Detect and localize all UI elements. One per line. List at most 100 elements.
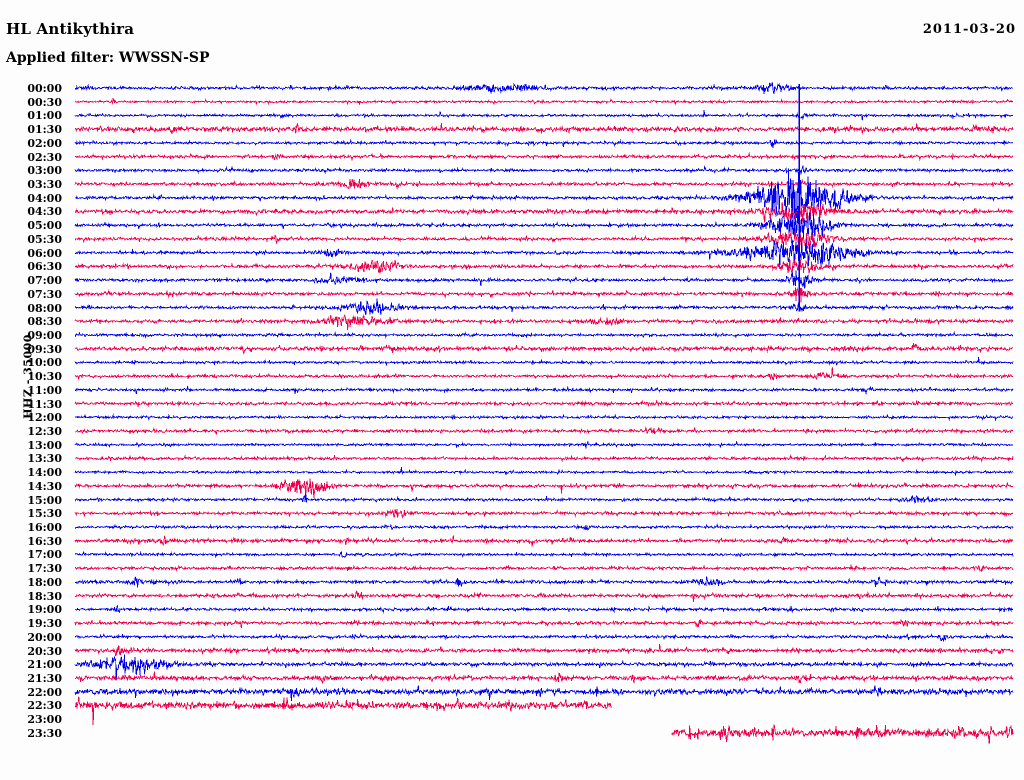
seismic-trace xyxy=(74,164,1014,175)
time-axis-label: 08:30 xyxy=(27,315,62,329)
time-axis-label: 16:00 xyxy=(27,521,62,535)
time-axis-label: 03:00 xyxy=(27,164,62,178)
seismic-trace xyxy=(74,535,1014,547)
time-axis-label: 07:00 xyxy=(27,274,62,288)
time-axis-label: 17:00 xyxy=(27,548,62,562)
time-axis-label: 09:30 xyxy=(27,342,62,356)
seismogram-plot: 00:00 00:30 01:00 01:30 02:00 02:30 03:00 03:30… xyxy=(0,78,1024,778)
seismic-trace xyxy=(74,82,1014,95)
seismic-trace xyxy=(74,564,1014,572)
time-axis-label: 23:00 xyxy=(27,713,62,727)
time-axis-label: 11:30 xyxy=(27,397,62,411)
seismic-trace xyxy=(74,685,1014,701)
applied-filter-label: Applied filter: WWSSN-SP xyxy=(6,50,210,66)
time-axis-label: 14:30 xyxy=(27,479,62,493)
time-axis-label: 18:30 xyxy=(27,589,62,603)
time-axis-label: 14:00 xyxy=(27,466,62,480)
seismic-trace xyxy=(74,576,1014,588)
trace-canvas xyxy=(74,82,1014,744)
time-axis-label: 16:30 xyxy=(27,534,62,548)
seismic-trace xyxy=(74,110,1013,121)
time-axis-label: 02:30 xyxy=(27,150,62,164)
seismic-trace xyxy=(74,454,1014,463)
seismic-trace xyxy=(74,97,1014,106)
seismic-trace xyxy=(74,356,1014,367)
time-axis-label: 01:30 xyxy=(27,123,62,137)
time-axis-label: 10:30 xyxy=(27,370,62,384)
seismic-trace xyxy=(74,671,1014,684)
seismic-trace xyxy=(74,298,1014,315)
seismic-trace xyxy=(74,151,1014,162)
seismic-trace xyxy=(74,478,1014,498)
seismic-trace xyxy=(74,367,1014,381)
time-axis-label: 11:00 xyxy=(27,383,62,397)
time-axis-label: 22:00 xyxy=(27,685,62,699)
seismic-trace xyxy=(74,178,1014,190)
seismic-trace xyxy=(671,724,1014,744)
seismic-trace xyxy=(74,330,1014,340)
seismic-trace xyxy=(74,604,1014,614)
time-axis-label: 19:30 xyxy=(27,617,62,631)
time-axis-label: 05:00 xyxy=(27,219,62,233)
seismic-trace xyxy=(74,654,1014,681)
seismic-trace xyxy=(74,168,1014,223)
time-axis-label: 13:30 xyxy=(27,452,62,466)
record-date: 2011-03-20 xyxy=(922,22,1016,37)
seismic-trace xyxy=(74,440,1014,449)
seismic-trace xyxy=(74,228,1014,249)
seismic-trace xyxy=(74,270,1014,289)
time-axis-label: 21:00 xyxy=(27,658,62,672)
time-axis-label: 15:00 xyxy=(27,493,62,507)
seismic-trace xyxy=(74,426,1014,435)
seismic-trace xyxy=(74,413,1014,422)
seismic-trace xyxy=(74,259,1014,274)
time-axis-label: 12:00 xyxy=(27,411,62,425)
seismic-trace xyxy=(74,399,1014,408)
time-axis-label: 07:30 xyxy=(27,287,62,301)
seismic-trace xyxy=(74,523,1014,532)
seismic-trace xyxy=(74,385,1014,396)
time-axis-label: 00:30 xyxy=(27,95,62,109)
time-axis-label: 00:00 xyxy=(27,82,62,95)
time-axis-label: 06:30 xyxy=(27,260,62,274)
page-title: HL Antikythira xyxy=(6,20,135,38)
time-axis-label: 12:30 xyxy=(27,425,62,438)
time-axis-label: 22:30 xyxy=(27,699,62,713)
seismic-trace xyxy=(74,493,1014,504)
seismic-trace xyxy=(74,550,1014,559)
seismic-trace xyxy=(74,122,1014,135)
seismic-trace xyxy=(74,590,1014,602)
seismic-trace xyxy=(74,238,1014,267)
seismic-trace xyxy=(74,343,1014,356)
time-axis-label: 02:00 xyxy=(27,136,62,150)
seismic-trace xyxy=(74,314,1014,330)
seismic-trace xyxy=(74,508,1014,519)
time-axis-label: 05:30 xyxy=(27,232,62,246)
time-axis-label: 20:00 xyxy=(27,630,62,644)
time-axis-label: 01:00 xyxy=(27,109,62,123)
time-axis-label: 21:30 xyxy=(27,671,62,685)
time-axis-label: 13:00 xyxy=(27,438,62,452)
time-axis-label: 23:30 xyxy=(27,726,62,740)
time-axis-label: 15:30 xyxy=(27,507,62,521)
seismic-trace xyxy=(74,287,1014,303)
seismic-trace xyxy=(74,644,1014,657)
time-axis-label: 04:30 xyxy=(27,205,62,219)
time-axis-label: 06:00 xyxy=(27,246,62,260)
time-axis-label: 18:00 xyxy=(27,575,62,589)
time-axis-label: 10:00 xyxy=(27,356,62,370)
time-axis-label: 19:00 xyxy=(27,603,62,617)
time-axis-label: 08:00 xyxy=(27,301,62,315)
time-axis-labels: 00:00 00:30 01:00 01:30 02:00 02:30 03:00 03:30… xyxy=(0,78,62,778)
seismic-trace xyxy=(74,618,1014,629)
time-axis-label: 20:30 xyxy=(27,644,62,658)
seismic-trace xyxy=(74,138,1014,149)
seismic-trace xyxy=(74,205,1014,242)
time-axis-label: 04:00 xyxy=(27,191,62,205)
seismic-trace xyxy=(74,696,613,725)
time-axis-label: 03:30 xyxy=(27,178,62,192)
seismic-trace xyxy=(74,467,1014,477)
time-axis-label: 17:30 xyxy=(27,562,62,576)
time-axis-label: 09:00 xyxy=(27,328,62,342)
